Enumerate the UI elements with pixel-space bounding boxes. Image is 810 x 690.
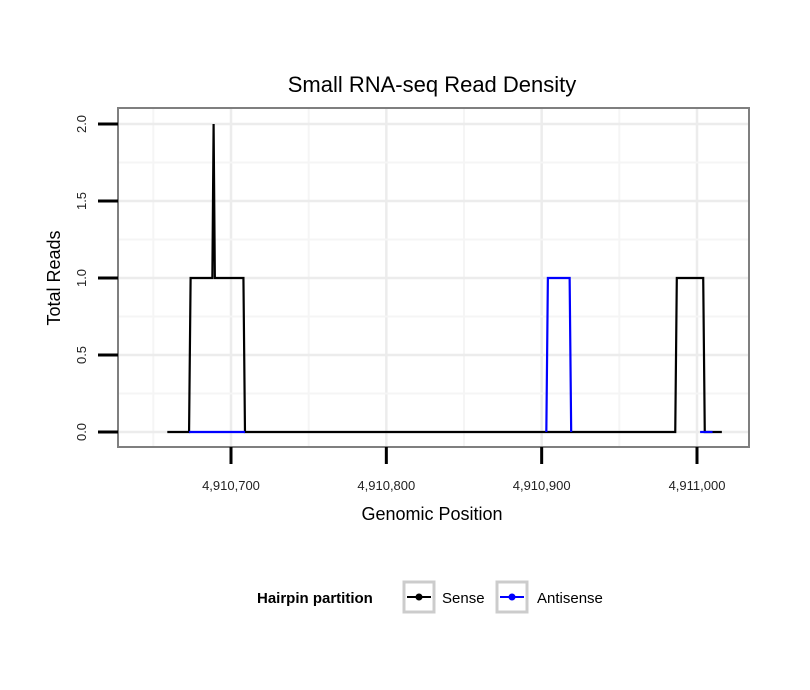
legend-label-sense: Sense bbox=[442, 590, 485, 607]
y-axis-title: Total Reads bbox=[44, 230, 64, 325]
legend: Hairpin partition Sense Antisense bbox=[257, 580, 603, 614]
x-axis-title: Genomic Position bbox=[361, 504, 502, 524]
x-tick-label: 4,911,000 bbox=[669, 478, 726, 493]
legend-key-marker bbox=[415, 593, 423, 601]
series-line-sense bbox=[167, 123, 722, 434]
legend-key-marker bbox=[508, 593, 516, 601]
y-tick-label: 0.0 bbox=[74, 423, 89, 441]
chart-title: Small RNA-seq Read Density bbox=[288, 72, 577, 97]
series-line-antisense bbox=[545, 276, 573, 433]
series-sense bbox=[167, 123, 722, 434]
y-tick-label: 1.0 bbox=[74, 269, 89, 287]
y-tick-label: 1.5 bbox=[74, 192, 89, 210]
axes: 4,910,700 4,910,800 4,910,900 4,911,000 0.0 0… bbox=[74, 115, 725, 493]
x-tick-label: 4,910,700 bbox=[202, 478, 260, 493]
series-lines bbox=[167, 123, 722, 434]
x-tick-label: 4,910,800 bbox=[357, 478, 415, 493]
legend-label-antisense: Antisense bbox=[537, 590, 603, 607]
legend-key-antisense bbox=[495, 580, 529, 614]
legend-key-sense bbox=[402, 580, 436, 614]
legend-title: Hairpin partition bbox=[257, 590, 373, 607]
x-tick-label: 4,910,900 bbox=[513, 478, 571, 493]
series-antisense bbox=[189, 276, 713, 434]
y-tick-label: 0.5 bbox=[74, 346, 89, 364]
y-tick-label: 2.0 bbox=[74, 115, 89, 133]
